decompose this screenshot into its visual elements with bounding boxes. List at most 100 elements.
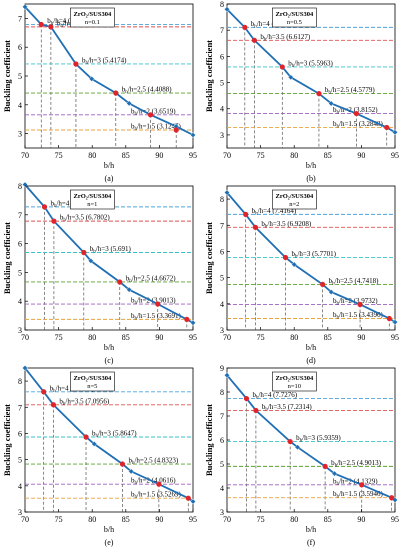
- y-tick-label: 5: [220, 460, 224, 469]
- y-axis-label: Buckling coefficient: [204, 40, 214, 112]
- intersection-marker: [173, 127, 179, 133]
- reference-label: bh/h=1.5 (3.2848): [333, 120, 383, 130]
- intersection-marker: [252, 224, 259, 230]
- x-tick-label: 70: [21, 515, 29, 524]
- x-tick-label: 85: [122, 151, 130, 160]
- x-axis-label: b/h: [104, 343, 114, 352]
- reference-label: bh/h=2.5 (4.8323): [128, 457, 178, 467]
- x-axis-label: b/h: [306, 525, 316, 534]
- y-tick-label: 3: [220, 508, 224, 517]
- data-point: [287, 74, 294, 81]
- y-tick-label: 8: [18, 377, 22, 386]
- x-tick-label: 80: [88, 515, 96, 524]
- data-point: [224, 372, 230, 379]
- reference-label: bh/h=2 (3.9732): [333, 297, 378, 307]
- x-tick-label: 75: [257, 151, 265, 160]
- reference-label: bh/h=2 (3.9013): [131, 297, 176, 307]
- material-box: [70, 189, 115, 210]
- intersection-marker: [389, 495, 395, 501]
- data-point: [224, 189, 230, 196]
- material-label: ZrO₂/SUS304: [74, 11, 112, 18]
- intersection-marker: [156, 481, 162, 487]
- reference-label: bh/h=1.5 (3.5269): [131, 491, 181, 501]
- reference-label: bh/h=3 (5.8647): [92, 429, 137, 439]
- reference-label: bh/h=1.5 (3.5946): [333, 490, 383, 500]
- y-axis-label: Buckling coefficient: [204, 222, 214, 294]
- y-tick-label: 8: [220, 388, 224, 397]
- intersection-marker: [287, 438, 293, 445]
- intersection-marker: [322, 463, 328, 469]
- y-tick-label: 5: [220, 274, 224, 283]
- intersection-marker: [184, 316, 190, 322]
- reference-label: bh/h=2.5 (4.7418): [329, 277, 379, 287]
- reference-label: bh/h=3 (5.691): [90, 245, 132, 255]
- data-point: [328, 100, 335, 107]
- material-box: [272, 189, 317, 210]
- data-point: [392, 319, 398, 326]
- intersection-marker: [119, 461, 126, 467]
- y-axis-label: Buckling coefficient: [2, 222, 12, 294]
- x-tick-label: 75: [55, 515, 63, 524]
- intersection-marker: [243, 395, 250, 402]
- x-tick-label: 70: [223, 151, 231, 160]
- y-tick-label: 3: [18, 326, 22, 335]
- subplot-label: (e): [105, 538, 114, 547]
- n-label: n=0.1: [85, 19, 100, 26]
- y-tick-label: 6: [18, 43, 22, 52]
- data-point: [291, 261, 298, 268]
- intersection-marker: [155, 301, 161, 307]
- reference-label: bh/h=4 (7.4164): [252, 207, 297, 217]
- reference-label: bh/h=2 (4.1329): [333, 477, 378, 487]
- y-tick-label: 4: [220, 300, 224, 309]
- y-tick-label: 7: [220, 26, 224, 35]
- data-point: [22, 365, 28, 371]
- n-label: n=2: [289, 201, 299, 208]
- y-tick-label: 7: [220, 221, 224, 230]
- subplot-label: (b): [306, 174, 316, 183]
- plot-frame: [226, 185, 396, 331]
- x-tick-label: 80: [88, 333, 96, 342]
- material-label: ZrO₂/SUS304: [276, 375, 314, 382]
- reference-label: bh/h=2 (4.0616): [131, 477, 176, 487]
- intersection-marker: [41, 204, 48, 210]
- x-tick-label: 75: [55, 333, 63, 342]
- data-line: [24, 184, 194, 324]
- y-tick-label: 7: [18, 403, 22, 412]
- x-tick-label: 85: [122, 333, 130, 342]
- x-tick-label: 75: [257, 333, 265, 342]
- n-label: n=5: [87, 383, 97, 390]
- panel-d: bh/h=4 (7.4164) bh/h=3.5 (6.9208) bh/h=3 (…: [204, 185, 399, 365]
- y-tick-label: 6: [18, 429, 22, 438]
- intersection-marker: [353, 110, 360, 117]
- material-label: ZrO₂/SUS304: [74, 375, 112, 382]
- x-tick-label: 70: [223, 515, 231, 524]
- panel-a: bh/h=4 (6.7875)bh/h=3.5 (6.7054)bh/h=3 (…: [2, 3, 197, 183]
- y-axis-label: Buckling coefficient: [2, 40, 12, 112]
- plot-frame: [226, 3, 396, 149]
- data-point: [190, 319, 196, 326]
- y-tick-label: 7: [18, 211, 22, 220]
- n-label: n=0.5: [287, 19, 302, 26]
- material-box: [70, 371, 115, 392]
- data-point: [294, 444, 301, 451]
- y-tick-label: 4: [18, 297, 22, 306]
- intersection-marker: [243, 211, 249, 217]
- y-tick-label: 8: [220, 0, 224, 9]
- intersection-marker: [117, 279, 123, 285]
- data-point: [126, 286, 133, 293]
- material-box: [272, 371, 317, 392]
- y-tick-label: 6: [220, 52, 224, 61]
- x-tick-label: 80: [290, 515, 298, 524]
- material-box: [70, 7, 115, 28]
- x-tick-label: 90: [357, 151, 365, 160]
- data-point: [88, 75, 95, 82]
- x-axis-label: b/h: [306, 161, 316, 170]
- y-tick-label: 3: [220, 326, 224, 335]
- n-label: n=10: [288, 383, 301, 390]
- reference-label: bh/h=1.5 (3.3691): [131, 312, 181, 322]
- y-tick-label: 5: [220, 79, 224, 88]
- reference-label: bh/h=3 (5.4174): [82, 56, 127, 66]
- panel-e: bh/h=4 (7.5918)bh/h=3.5 (7.0956)bh/h=3 (…: [2, 365, 197, 547]
- reference-label: bh/h=2.5 (4.6672): [126, 274, 176, 284]
- x-tick-label: 90: [155, 151, 163, 160]
